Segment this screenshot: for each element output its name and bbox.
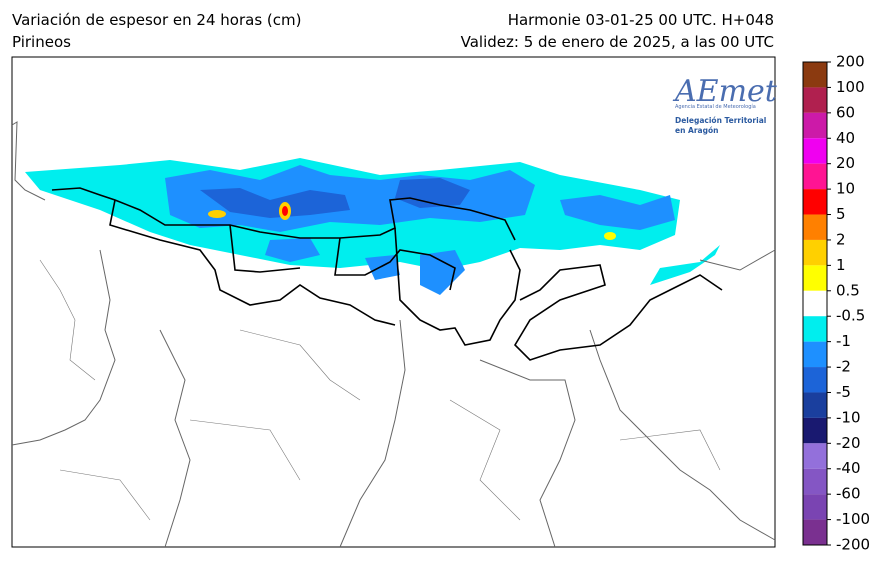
colorbar: 200 100 60 40 20 10 5 2 1 0.5 -0.5 -1 -2 -5 -10 -20 -40 -… [802,53,870,554]
colorbar-segment [803,189,827,215]
title: Variación de espesor en 24 horas (cm) [12,11,301,29]
colorbar-segment [803,163,827,190]
colorbar-label: -60 [836,485,861,503]
colorbar-label: -2 [836,358,851,376]
colorbar-segment [803,112,827,139]
logo: AEmet Agencia Estatal de Meteorología De… [672,74,778,135]
model-run: Harmonie 03-01-25 00 UTC. H+048 [508,11,774,29]
validity: Validez: 5 de enero de 2025, a las 00 UT… [461,33,774,51]
snow-change-field [25,158,720,295]
colorbar-label: 100 [836,78,865,96]
colorbar-segment [803,392,827,418]
colorbar-frame [802,61,828,546]
colorbar-label: 0.5 [836,281,860,299]
colorbar-label: -0.5 [836,307,865,325]
colorbar-label: 200 [836,53,865,71]
colorbar-label: -100 [836,510,870,528]
logo-name: AEmet [672,74,778,109]
map: AEmet Agencia Estatal de Meteorología De… [11,56,778,548]
colorbar-segment [803,138,827,164]
colorbar-segment [803,316,827,342]
borders [11,121,776,548]
logo-line: Delegación Territorial [675,116,766,125]
colorbar-segment [803,62,827,88]
colorbar-label: -1 [836,332,851,350]
colorbar-segment [803,494,827,520]
logo-agency: Agencia Estatal de Meteorología [675,103,756,110]
colorbar-label: 5 [836,205,846,223]
colorbar-label: 60 [836,103,855,121]
colorbar-label: -20 [836,434,861,452]
colorbar-segment [803,341,827,368]
colorbar-label: -5 [836,383,851,401]
colorbar-label: 2 [836,230,846,248]
colorbar-label: -40 [836,459,861,477]
colorbar-segment [803,214,827,240]
colorbar-label: 40 [836,129,855,147]
colorbar-segment [803,265,827,291]
colorbar-segment [803,290,827,317]
colorbar-segment [803,519,827,545]
logo-line: en Aragón [675,126,718,135]
colorbar-label: 1 [836,256,846,274]
colorbar-segment [803,417,827,444]
colorbar-label: -200 [836,536,870,554]
colorbar-segment [803,239,827,266]
colorbar-label: 20 [836,154,855,172]
colorbar-segment [803,468,827,495]
colorbar-label: 10 [836,180,855,198]
subtitle: Pirineos [12,33,71,51]
colorbar-segment [803,443,827,469]
colorbar-segment [803,87,827,113]
map-frame [11,56,776,548]
colorbar-label: -10 [836,408,861,426]
colorbar-segment [803,367,827,393]
